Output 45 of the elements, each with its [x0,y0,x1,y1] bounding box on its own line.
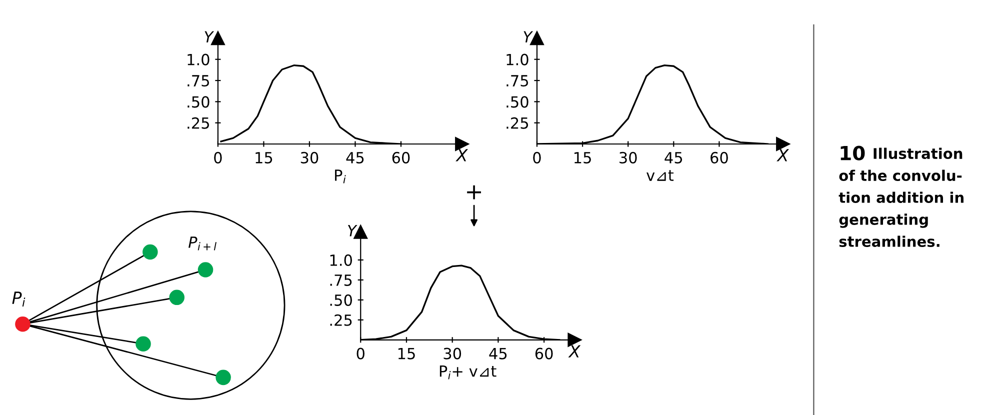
text: + [467,185,481,200]
y-tick-label: 1.0 [330,254,352,266]
y-axis-title: Y [204,31,214,42]
y-tick-label: .75 [188,75,209,87]
y-tick-label: 1.0 [188,54,210,66]
y-tick-label: .25 [330,314,352,326]
y-tick-label: .25 [188,117,209,129]
text: Illustration [874,148,962,160]
y-axis-title: Y [348,225,358,236]
text: of the convolu- [839,170,962,182]
x-tick-label: 15 [256,152,272,164]
x-tick-label: 15 [398,348,415,360]
x-tick-label: 30 [300,152,318,164]
text: generating [839,214,928,228]
text: X [456,149,468,162]
x-tick-label: 45 [489,348,507,360]
text: 10 [840,146,865,160]
x-tick-label: 60 [535,348,553,360]
text: tion addition in [838,192,964,204]
y-tick-label: .25 [506,117,528,129]
x-tick-label: 0 [533,152,541,164]
text: streamlines. [839,236,940,248]
text: P$_{i}$ [12,292,26,307]
x-tick-label: 60 [392,152,410,164]
y-tick-label: .75 [330,274,352,286]
x-tick-label: 45 [346,152,364,164]
y-tick-label: .50 [330,294,352,306]
x-tick-label: 60 [710,152,728,164]
y-tick-label: .75 [506,75,528,87]
x-axis-title: P$_{i}$ [335,170,346,184]
x-axis-title: P$_{i}$+ v⊿t [440,366,496,380]
x-tick-label: 30 [620,152,637,164]
x-tick-label: 15 [574,152,591,164]
text: X [568,345,581,358]
text: X [776,149,789,162]
x-axis-title: v⊿t [646,170,674,181]
y-axis-title: Y [524,31,534,42]
y-tick-label: .50 [506,96,528,108]
y-tick-label: .50 [188,96,210,108]
x-tick-label: 0 [214,152,222,164]
text: P$_{i+l}$ [188,236,216,250]
y-tick-label: 1.0 [506,54,528,66]
x-tick-label: 45 [664,152,682,164]
x-tick-label: 0 [356,348,364,360]
x-tick-label: 30 [444,348,462,360]
